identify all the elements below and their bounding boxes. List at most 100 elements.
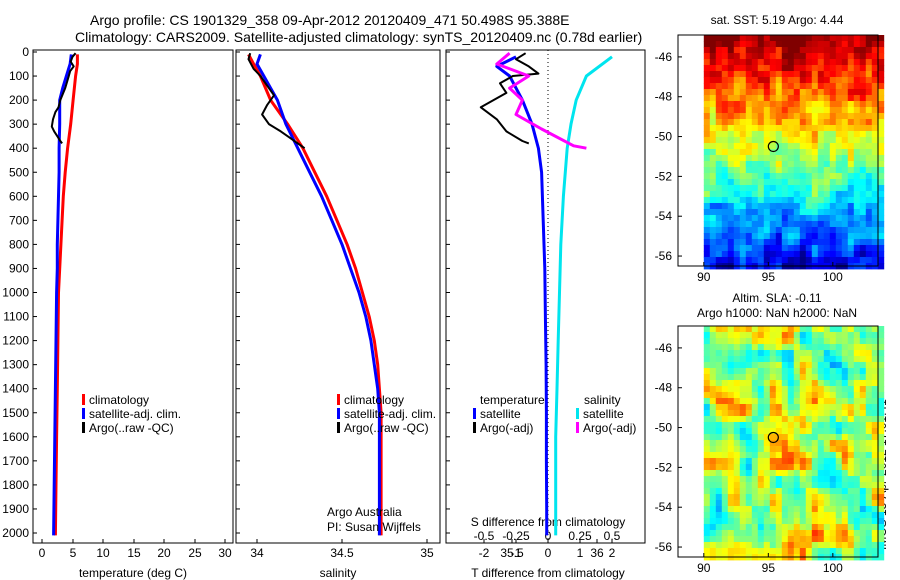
sla-map-cell <box>775 470 783 477</box>
depth-y-tick-label: 400 <box>9 141 29 155</box>
sst-map-cell <box>751 173 759 180</box>
depth-y-tick-label: 1500 <box>2 406 29 420</box>
sla-map-cell <box>727 494 735 501</box>
sst-map-cell <box>721 95 729 102</box>
sla-map-cell <box>781 326 789 333</box>
sla-map-cell <box>751 500 759 507</box>
sst-map-cell <box>721 53 729 60</box>
sla-map-cell <box>781 392 789 399</box>
sla-map-cell <box>745 506 753 513</box>
sla-map-cell <box>769 446 777 453</box>
sst-map-cell <box>805 47 813 54</box>
sst-map-cell <box>841 227 849 234</box>
sla-map-cell <box>709 422 717 429</box>
sst-map-cell <box>745 47 753 54</box>
sla-map-cell <box>781 464 789 471</box>
sla-map-cell <box>775 338 783 345</box>
sla-map-cell <box>841 530 849 537</box>
sst-map-x-tick-label: 90 <box>697 270 711 284</box>
sst-map-cell <box>805 185 813 192</box>
sla-map-cell <box>871 350 879 357</box>
sla-map-cell <box>769 392 777 399</box>
sst-map-cell <box>835 197 843 204</box>
sst-map-cell <box>805 245 813 252</box>
sst-map-cell <box>709 35 717 42</box>
sla-map-cell <box>877 548 885 555</box>
sst-map-cell <box>727 77 735 84</box>
sst-map-cell <box>757 41 765 48</box>
sla-map-cell <box>787 392 795 399</box>
sst-map-cell <box>775 155 783 162</box>
sst-map-cell <box>703 203 711 210</box>
sst-map-cell <box>763 83 771 90</box>
sst-map-cell <box>823 239 831 246</box>
sst-map-cell <box>781 53 789 60</box>
sla-map-cell <box>793 350 801 357</box>
sla-map-cell <box>865 548 873 555</box>
sla-map-cell <box>715 368 723 375</box>
sla-map-cell <box>823 362 831 369</box>
sla-map-cell <box>751 344 759 351</box>
sla-map-cell <box>835 446 843 453</box>
sst-map-cell <box>847 257 855 264</box>
sla-map-cell <box>853 392 861 399</box>
sst-map-cell <box>877 101 885 108</box>
sst-map-cell <box>715 35 723 42</box>
sla-map-cell <box>739 428 747 435</box>
sst-map-cell <box>733 65 741 72</box>
sst-map-cell <box>709 143 717 150</box>
sla-map-cell <box>799 530 807 537</box>
sst-map-cell <box>793 161 801 168</box>
sla-map-cell <box>721 356 729 363</box>
sla-map-cell <box>775 326 783 333</box>
sst-map-cell <box>709 101 717 108</box>
sla-map-cell <box>799 536 807 543</box>
sla-map-cell <box>817 410 825 417</box>
sst-map-cell <box>727 107 735 114</box>
sla-map-cell <box>877 362 885 369</box>
salinity-x-tick-label: 34.5 <box>330 546 354 560</box>
sla-map-cell <box>745 362 753 369</box>
sla-map-cell <box>709 416 717 423</box>
sst-map-cell <box>865 245 873 252</box>
sla-map-cell <box>739 416 747 423</box>
sla-map-cell <box>721 368 729 375</box>
sla-map-cell <box>709 410 717 417</box>
sla-map-cell <box>835 374 843 381</box>
sst-map-cell <box>799 173 807 180</box>
sst-map-cell <box>703 65 711 72</box>
sla-map-cell <box>859 326 867 333</box>
sst-map-cell <box>847 179 855 186</box>
sst-map-cell <box>835 71 843 78</box>
salinity-x-tick-label: 35.5 <box>500 546 524 560</box>
sla-map-cell <box>877 422 885 429</box>
sla-map-cell <box>841 386 849 393</box>
sst-map-cell <box>721 89 729 96</box>
sst-map-cell <box>847 131 855 138</box>
sla-map-cell <box>769 386 777 393</box>
sla-map-cell <box>811 386 819 393</box>
sla-map-cell <box>859 542 867 549</box>
sla-map-cell <box>721 536 729 543</box>
sst-map-cell <box>709 125 717 132</box>
sla-map-cell <box>811 542 819 549</box>
sla-map-cell <box>877 332 885 339</box>
sla-map-cell <box>847 464 855 471</box>
sla-map-cell <box>727 524 735 531</box>
sla-map-cell <box>757 548 765 555</box>
sst-map-cell <box>871 239 879 246</box>
sla-map-cell <box>775 380 783 387</box>
sla-map-cell <box>793 536 801 543</box>
sla-map-cell <box>877 428 885 435</box>
sla-map-cell <box>757 386 765 393</box>
sst-map-cell <box>817 257 825 264</box>
sla-map-cell <box>823 518 831 525</box>
sst-map-cell <box>715 137 723 144</box>
sla-map-cell <box>823 326 831 333</box>
sst-map-cell <box>745 221 753 228</box>
sla-map-cell <box>799 344 807 351</box>
sst-map-cell <box>781 101 789 108</box>
sst-map-cell <box>847 83 855 90</box>
sla-map-cell <box>751 452 759 459</box>
sla-map-cell <box>811 428 819 435</box>
